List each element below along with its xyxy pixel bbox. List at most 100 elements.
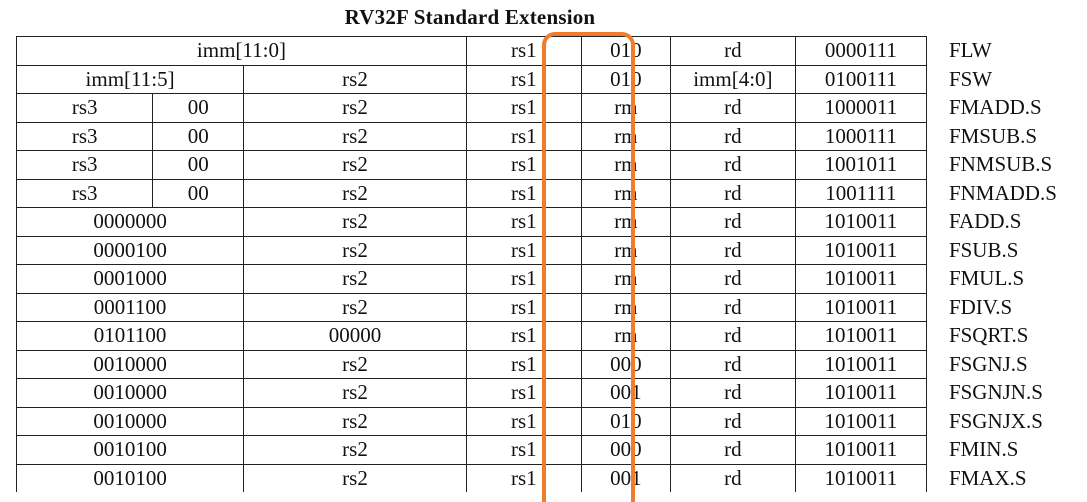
rs2-field: rs2 bbox=[243, 292, 467, 322]
funct3-field: 010 bbox=[580, 406, 671, 436]
opcode-field: 1001011 bbox=[794, 150, 927, 180]
instruction-name: FNMADD.S bbox=[948, 180, 1057, 205]
funct7-field: 0000000 bbox=[15, 207, 245, 237]
funct3-field: rm bbox=[580, 93, 671, 123]
table-row: 0001100 rs2 rs1 rm rd 1010011 FDIV.S bbox=[15, 292, 1087, 322]
table-row: rs3 00 rs2 rs1 rm rd 1000011 FMADD.S bbox=[15, 93, 1087, 123]
instruction-name: FMAX.S bbox=[948, 465, 1027, 490]
opcode-field: 1010011 bbox=[794, 378, 927, 408]
rs1-field: rs1 bbox=[465, 292, 582, 322]
instruction-name: FSW bbox=[948, 66, 993, 91]
rs1-field: rs1 bbox=[465, 121, 582, 151]
rs1-field: rs1 bbox=[465, 463, 582, 492]
opcode-field: 0000111 bbox=[794, 36, 927, 66]
fmt-field: 00 bbox=[152, 150, 245, 180]
opcode-field: 1010011 bbox=[794, 435, 927, 465]
rd-field: rd bbox=[669, 121, 796, 151]
instruction-name: FLW bbox=[948, 38, 992, 63]
funct7-field: 0010000 bbox=[15, 349, 245, 379]
fmt-field: 00 bbox=[152, 121, 245, 151]
rd-field: rd bbox=[669, 292, 796, 322]
funct7-field: 0001100 bbox=[15, 292, 245, 322]
rs1-field: rs1 bbox=[465, 207, 582, 237]
rd-field: rd bbox=[669, 378, 796, 408]
rs2-field: rs2 bbox=[243, 121, 467, 151]
table-row: imm[11:0] rs1 010 rd 0000111 FLW bbox=[16, 36, 1087, 66]
instruction-name: FSGNJ.S bbox=[948, 351, 1028, 376]
instruction-name: FDIV.S bbox=[948, 294, 1013, 319]
funct7-field: 0010100 bbox=[15, 435, 245, 465]
rd-field: rd bbox=[669, 463, 796, 492]
instruction-name: FSGNJX.S bbox=[948, 408, 1043, 433]
instruction-name: FSQRT.S bbox=[948, 323, 1029, 348]
instruction-name: FSGNJN.S bbox=[948, 380, 1043, 405]
encoding-table: imm[11:0] rs1 010 rd 0000111 FLW imm[11:… bbox=[15, 36, 1087, 492]
opcode-field: 0100111 bbox=[794, 64, 927, 94]
rs2-field: rs2 bbox=[243, 435, 467, 465]
rs1-field: rs1 bbox=[465, 36, 582, 66]
rs2-field: rs2 bbox=[243, 150, 467, 180]
instruction-name: FNMSUB.S bbox=[948, 152, 1053, 177]
rd-field: rd bbox=[669, 36, 796, 66]
rd-field: rd bbox=[669, 435, 796, 465]
opcode-field: 1010011 bbox=[794, 292, 927, 322]
funct3-field: rm bbox=[580, 178, 671, 208]
opcode-field: 1010011 bbox=[794, 235, 927, 265]
instruction-name: FSUB.S bbox=[948, 237, 1019, 262]
opcode-field: 1000111 bbox=[794, 121, 927, 151]
funct3-field: rm bbox=[580, 150, 671, 180]
fmt-field: 00 bbox=[152, 178, 245, 208]
rd-field: rd bbox=[669, 321, 796, 351]
rs2-field: 00000 bbox=[243, 321, 467, 351]
funct3-field: 010 bbox=[580, 36, 671, 66]
funct3-field: rm bbox=[580, 321, 671, 351]
imm-field: imm[11:0] bbox=[16, 36, 467, 66]
table-row: imm[11:5] rs2 rs1 010 imm[4:0] 0100111 F… bbox=[15, 64, 1087, 94]
rs1-field: rs1 bbox=[465, 178, 582, 208]
rs2-field: rs2 bbox=[243, 463, 467, 492]
rd-field: rd bbox=[669, 349, 796, 379]
funct3-field: rm bbox=[580, 264, 671, 294]
funct3-field: rm bbox=[580, 235, 671, 265]
funct3-field: 010 bbox=[580, 64, 671, 94]
rs1-field: rs1 bbox=[465, 435, 582, 465]
rs2-field: rs2 bbox=[243, 349, 467, 379]
opcode-field: 1010011 bbox=[794, 207, 927, 237]
rs1-field: rs1 bbox=[465, 264, 582, 294]
funct7-field: 0010100 bbox=[15, 463, 245, 492]
rd-field: rd bbox=[669, 178, 796, 208]
funct7-field: 0001000 bbox=[15, 264, 245, 294]
table-row: 0101100 00000 rs1 rm rd 1010011 FSQRT.S bbox=[15, 321, 1087, 351]
funct3-field: 001 bbox=[580, 378, 671, 408]
rs1-field: rs1 bbox=[465, 349, 582, 379]
imm-lo-field: imm[4:0] bbox=[669, 64, 796, 94]
table-row: rs3 00 rs2 rs1 rm rd 1000111 FMSUB.S bbox=[15, 121, 1087, 151]
table-title: RV32F Standard Extension bbox=[344, 5, 596, 29]
table-row: 0010000 rs2 rs1 010 rd 1010011 FSGNJX.S bbox=[15, 406, 1087, 436]
table-row: rs3 00 rs2 rs1 rm rd 1001011 FNMSUB.S bbox=[15, 150, 1087, 180]
rs1-field: rs1 bbox=[465, 93, 582, 123]
rs1-field: rs1 bbox=[465, 378, 582, 408]
rd-field: rd bbox=[669, 150, 796, 180]
funct3-field: rm bbox=[580, 207, 671, 237]
fmt-field: 00 bbox=[152, 93, 245, 123]
table-row: 0010100 rs2 rs1 000 rd 1010011 FMIN.S bbox=[15, 435, 1087, 465]
rs3-field: rs3 bbox=[15, 150, 154, 180]
funct7-field: 0101100 bbox=[15, 321, 245, 351]
table-row: 0010000 rs2 rs1 000 rd 1010011 FSGNJ.S bbox=[15, 349, 1087, 379]
instruction-name: FADD.S bbox=[948, 209, 1022, 234]
opcode-field: 1010011 bbox=[794, 264, 927, 294]
opcode-field: 1010011 bbox=[794, 406, 927, 436]
instruction-name: FMSUB.S bbox=[948, 123, 1038, 148]
imm-hi-field: imm[11:5] bbox=[15, 64, 245, 94]
table-row: 0010000 rs2 rs1 001 rd 1010011 FSGNJN.S bbox=[15, 378, 1087, 408]
funct3-field: rm bbox=[580, 121, 671, 151]
instruction-name: FMUL.S bbox=[948, 266, 1025, 291]
rd-field: rd bbox=[669, 93, 796, 123]
funct3-field: 000 bbox=[580, 435, 671, 465]
rd-field: rd bbox=[669, 264, 796, 294]
rd-field: rd bbox=[669, 207, 796, 237]
instruction-name: FMIN.S bbox=[948, 437, 1019, 462]
rs2-field: rs2 bbox=[243, 264, 467, 294]
funct7-field: 0010000 bbox=[15, 406, 245, 436]
